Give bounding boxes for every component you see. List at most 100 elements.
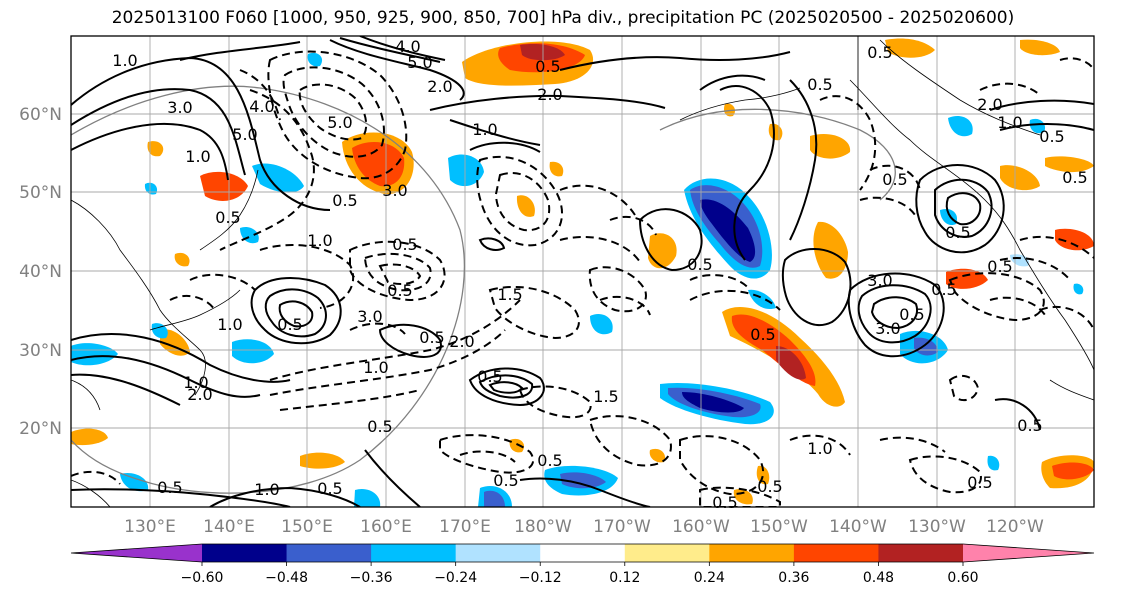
contour-label: 0.5 [493, 471, 518, 490]
shade-negative [940, 208, 958, 226]
map-title: 2025013100 F060 [1000, 950, 925, 900, 85… [111, 8, 1015, 28]
contour-label: 3.0 [357, 307, 382, 326]
shade-positive [776, 346, 806, 380]
contour-label: 1.5 [593, 387, 618, 406]
shade-positive [1020, 39, 1060, 56]
contour-label: 0.5 [1017, 416, 1042, 435]
shade-positive [200, 171, 248, 201]
lon-label: 130°W [908, 517, 966, 537]
colorbar-box [455, 544, 541, 562]
colorbar-tick-label: 0.60 [947, 570, 978, 586]
contour-label: 1.0 [217, 315, 242, 334]
shade-positive [1000, 165, 1040, 191]
shade-negative [307, 52, 323, 67]
colorbar-box [709, 544, 795, 562]
contour-label: 1.0 [472, 120, 497, 139]
shade-negative [560, 472, 606, 489]
shade-negative [354, 488, 381, 507]
coastlines [71, 36, 1094, 507]
contour-label: 1.0 [254, 480, 279, 499]
shade-negative [232, 339, 274, 364]
shade-negative [987, 455, 1000, 471]
colorbar-box [202, 544, 288, 562]
shade-positive [71, 428, 108, 446]
contour-label: 0.5 [277, 315, 302, 334]
contour-label: 2.0 [427, 77, 452, 96]
shade-positive [509, 438, 525, 453]
colorbar-box [793, 544, 879, 562]
colorbar-tick-label: −0.60 [181, 570, 224, 586]
shade-positive [648, 233, 677, 269]
contour-label: 0.5 [757, 477, 782, 496]
colorbar-box [371, 544, 457, 562]
colorbar-tick-label: −0.12 [519, 570, 562, 586]
colorbar: −0.60 −0.48 −0.36 −0.24 −0.12 0.12 0.24 0.36 0.4… [70, 543, 1095, 586]
shade-positive [516, 195, 535, 217]
contour-label: 0.5 [945, 223, 970, 242]
contour-label: 4.0 [395, 37, 420, 56]
lon-label: 160°E [360, 517, 412, 537]
shade-positive [1052, 462, 1094, 480]
contour-label: 1.0 [183, 373, 208, 392]
contour-label: 0.5 [882, 170, 907, 189]
contour-label: 1.0 [185, 147, 210, 166]
shade-positive [549, 161, 564, 177]
contour-label: 5.0 [232, 125, 257, 144]
contour-label: 2.0 [977, 95, 1002, 114]
contour-label: 3.0 [382, 181, 407, 200]
contour-label: 3.0 [167, 98, 192, 117]
shade-negative [71, 343, 118, 366]
shade-positive [160, 329, 190, 356]
shade-positive [520, 44, 565, 61]
lon-label: 180°W [514, 517, 572, 537]
shade-negative [914, 337, 938, 356]
contour-label: 0.5 [899, 305, 924, 324]
lon-label: 150°W [750, 517, 808, 537]
map-frame [70, 35, 1095, 508]
lon-label: 170°E [439, 517, 491, 537]
colorbar-box [624, 544, 710, 562]
contour-label: 0.5 [987, 257, 1012, 276]
shade-negative [590, 313, 613, 335]
lat-label: 60°N [19, 105, 62, 125]
lat-label: 50°N [19, 183, 62, 203]
contour-label: 1.5 [497, 285, 522, 304]
contour-label: 2.0 [449, 332, 474, 351]
shade-positive [300, 452, 345, 469]
shade-negative [484, 490, 505, 507]
contour-label: 5.0 [407, 53, 432, 72]
precip-shading [71, 38, 1094, 507]
shade-positive [147, 141, 164, 157]
contour-labels: 1.04.05.04.02.03.02.00.55.05.01.03.01.00… [112, 37, 1087, 512]
contours-negative [71, 50, 1094, 507]
contour-label: 0.5 [215, 208, 240, 227]
shade-negative [151, 323, 168, 339]
colorbar-tick-label: 0.24 [694, 570, 725, 586]
colorbar-tick-label: −0.24 [434, 570, 477, 586]
colorbar-tick-label: 0.48 [863, 570, 894, 586]
lat-label: 20°N [19, 419, 62, 439]
contour-label: 3.0 [875, 319, 900, 338]
shade-negative [1073, 283, 1084, 295]
lon-label: 140°W [829, 517, 887, 537]
contour-label: 0.5 [477, 367, 502, 386]
shade-negative [448, 154, 484, 187]
colorbar-box [878, 544, 964, 562]
contour-label: 0.5 [687, 255, 712, 274]
contour-label: 5.0 [327, 113, 352, 132]
contour-label: 0.5 [367, 417, 392, 436]
contour-label: 0.5 [750, 325, 775, 344]
contour-label: 0.5 [1039, 127, 1064, 146]
reference-circles [71, 85, 896, 494]
colorbar-tick-label: −0.36 [350, 570, 393, 586]
colorbar-box [540, 544, 626, 562]
contour-label: 3.0 [867, 271, 892, 290]
lon-label: 140°E [203, 517, 255, 537]
contour-label: 0.5 [387, 281, 412, 300]
shade-negative [120, 472, 149, 492]
contour-label: 0.5 [419, 328, 444, 347]
shade-positive [649, 448, 666, 463]
lon-label: 170°W [593, 517, 651, 537]
contour-label: 4.0 [249, 97, 274, 116]
colorbar-extension-high [963, 544, 1094, 562]
